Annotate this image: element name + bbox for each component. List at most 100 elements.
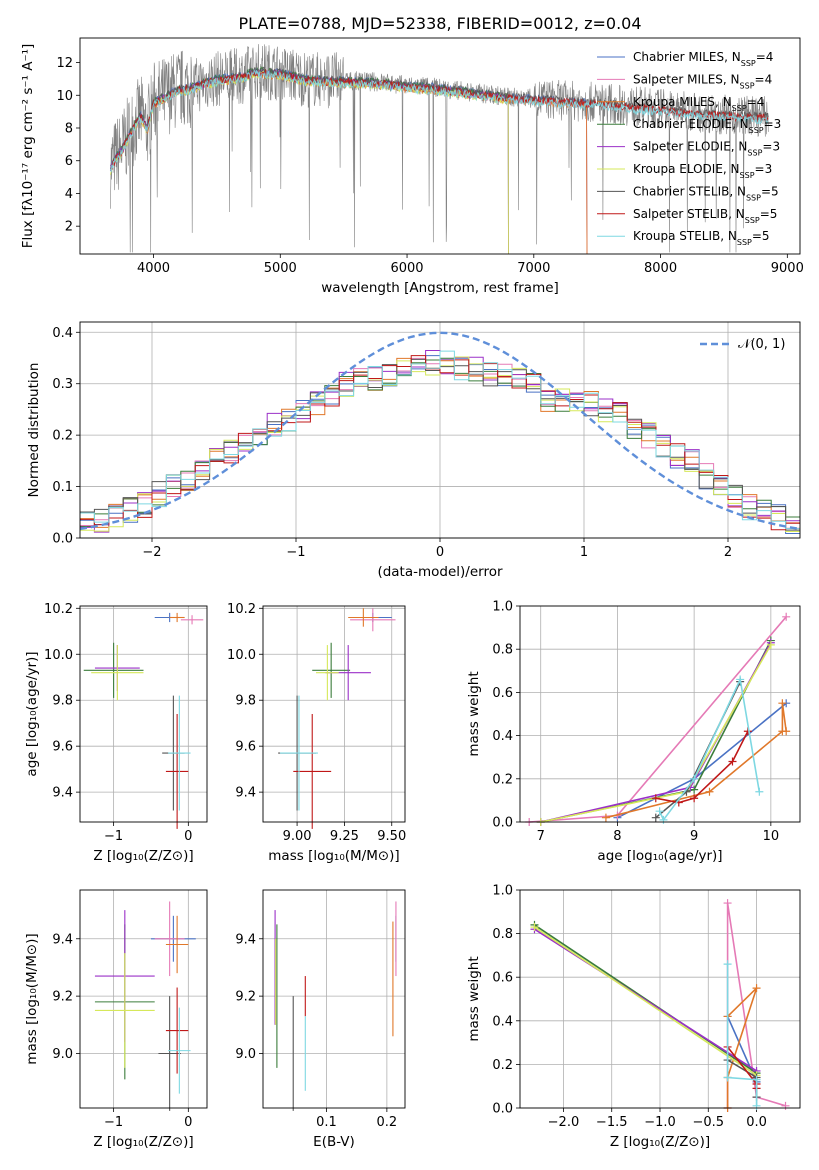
y-tick-label: 0.6 [492, 971, 513, 986]
panel-mass-vs-metallicity: −1 0 9.0 9.2 9.4 Z [log₁₀(Z/Z⊙)] mass [log₁₀(M… [24, 889, 208, 1150]
x-tick-label: 6000 [390, 261, 423, 276]
y-tick-label: 0.2 [492, 772, 513, 787]
x-axis-label: E(B-V) [313, 1134, 355, 1150]
marker-kroupa-stelib [723, 960, 732, 969]
y-tick-label: 12 [56, 56, 73, 71]
x-tick-label: 9.00 [283, 829, 312, 844]
plot-frame [262, 889, 406, 1109]
legend-label-kroupa-miles: Kroupa MILES, NSSP=4 [633, 95, 764, 113]
spectrum-title: PLATE=0788, MJD=52338, FIBERID=0012, z=0… [238, 14, 641, 33]
marker-salpeter-miles [782, 612, 791, 621]
marker-kroupa-miles [601, 813, 610, 822]
y-tick-label: 0.8 [492, 927, 513, 942]
x-tick-label: −1.0 [644, 1115, 676, 1130]
model-spectrum-salpeter-stelib [110, 69, 769, 171]
x-tick-label: 0 [436, 545, 444, 560]
y-tick-label: 9.2 [235, 990, 256, 1005]
legend-label-salpeter-stelib: Salpeter STELIB, NSSP=5 [633, 207, 777, 225]
marker-kroupa-stelib [655, 807, 664, 816]
plot-frame [79, 605, 208, 823]
x-tick-label: 0 [184, 1115, 192, 1130]
x-axis-label: mass [log₁₀(M/M⊙)] [268, 848, 399, 864]
x-tick-label: 7000 [517, 261, 550, 276]
x-axis-label: age [log₁₀(age/yr)] [597, 848, 722, 864]
y-tick-label: 10.0 [227, 648, 256, 663]
normal-reference-curve [80, 331, 800, 531]
series-line-salpeter-elodie [534, 928, 758, 1072]
y-tick-label: 10 [56, 89, 73, 104]
marker-kroupa-stelib [723, 1073, 732, 1082]
y-tick-label: 0.4 [492, 1014, 513, 1029]
panel-age-vs-metallicity: −1 0 9.4 9.6 9.8 10.0 10.2 Z [log₁₀(Z/Z⊙)] age [… [24, 602, 208, 864]
x-tick-label: 9.25 [330, 829, 359, 844]
marker-kroupa-stelib [736, 675, 745, 684]
y-tick-label: 1.0 [492, 884, 513, 899]
histogram-kroupa-stelib [80, 350, 800, 530]
y-tick-label: 6 [65, 154, 73, 169]
y-axis-label: Normed distribution [26, 363, 42, 498]
model-spectrum-kroupa-stelib [109, 69, 769, 172]
y-axis-label: mass [log₁₀(M/M⊙)] [24, 933, 40, 1064]
panel-spectrum: PLATE=0788, MJD=52338, FIBERID=0012, z=0… [20, 14, 804, 296]
y-tick-label: 9.4 [52, 786, 73, 801]
legend-label-kroupa-elodie: Kroupa ELODIE, NSSP=3 [633, 162, 772, 180]
y-tick-label: 0.4 [52, 326, 73, 341]
x-axis-label: Z [log₁₀(Z/Z⊙)] [610, 1134, 710, 1150]
histogram-salpeter-stelib [80, 355, 800, 531]
marker-kroupa-stelib [659, 815, 668, 824]
y-tick-label: 9.8 [235, 694, 256, 709]
legend-label-salpeter-miles: Salpeter MILES, NSSP=4 [633, 72, 772, 90]
y-tick-label: 0.6 [492, 686, 513, 701]
marker-salpeter-stelib [690, 794, 699, 803]
legend-label-salpeter-elodie: Salpeter ELODIE, NSSP=3 [633, 140, 780, 158]
x-axis-label: Z [log₁₀(Z/Z⊙)] [93, 1134, 193, 1150]
y-tick-label: 8 [65, 122, 73, 137]
y-tick-label: 1.0 [492, 600, 513, 615]
series-line-kroupa-elodie [534, 926, 758, 1076]
x-tick-label: 0 [184, 829, 192, 844]
marker-salpeter-stelib [651, 794, 660, 803]
legend-label-kroupa-stelib: Kroupa STELIB, NSSP=5 [633, 229, 770, 247]
plot-frame [79, 37, 801, 255]
y-axis-label: Flux [fλ10⁻¹⁷ erg cm⁻² s⁻¹ A⁻¹] [20, 44, 36, 249]
series-line-kroupa-stelib [726, 964, 758, 1106]
y-tick-label: 0.2 [52, 429, 73, 444]
y-tick-label: 0.4 [492, 729, 513, 744]
series-line-chabrier-miles [726, 1016, 758, 1083]
x-axis-label: Z [log₁₀(Z/Z⊙)] [93, 848, 193, 864]
plot-frame [79, 321, 801, 539]
y-axis-label: age [log₁₀(age/yr)] [24, 651, 40, 776]
legend: Chabrier MILES, NSSP=4 Salpeter MILES, NS… [597, 50, 781, 247]
y-tick-label: 0.1 [52, 480, 73, 495]
y-tick-label: 9.8 [52, 694, 73, 709]
marker-kroupa-elodie [530, 923, 539, 932]
y-tick-label: 0.8 [492, 643, 513, 658]
y-tick-label: 10.2 [44, 602, 73, 617]
legend-label-chabrier-stelib: Chabrier STELIB, NSSP=5 [633, 184, 779, 202]
plot-frame [79, 889, 208, 1109]
panel-mass-vs-extinction: 0.1 0.2 9.0 9.2 9.4 E(B-V) [235, 889, 406, 1150]
x-tick-label: −1 [286, 545, 305, 560]
y-tick-label: 0.3 [52, 377, 73, 392]
legend-label-chabrier-miles: Chabrier MILES, NSSP=4 [633, 50, 773, 68]
series-line-kroupa-miles [726, 987, 758, 1108]
y-tick-label: 9.0 [52, 1047, 73, 1062]
x-axis-label: wavelength [Angstrom, rest frame] [321, 280, 559, 296]
series-line-chabrier-stelib [655, 681, 741, 819]
x-tick-label: −2 [142, 545, 161, 560]
plot-frame [262, 605, 406, 823]
panel-mass-weight-vs-age: 7 8 9 10 0.0 0.2 0.4 0.6 0.8 1.0 age [log₁₀(age/yr… [466, 600, 801, 864]
marker-kroupa-miles [752, 984, 761, 993]
marker-kroupa-stelib [690, 774, 699, 783]
y-tick-label: 0.2 [492, 1058, 513, 1073]
x-tick-label: 2 [724, 545, 732, 560]
marker-kroupa-stelib [752, 1101, 761, 1110]
x-tick-label: −2.0 [548, 1115, 580, 1130]
marker-salpeter-stelib [728, 757, 737, 766]
marker-kroupa-miles [778, 699, 787, 708]
y-tick-label: 9.2 [52, 990, 73, 1005]
x-tick-label: −0.5 [692, 1115, 724, 1130]
y-tick-label: 0.0 [52, 532, 73, 547]
x-tick-label: 7 [537, 829, 545, 844]
